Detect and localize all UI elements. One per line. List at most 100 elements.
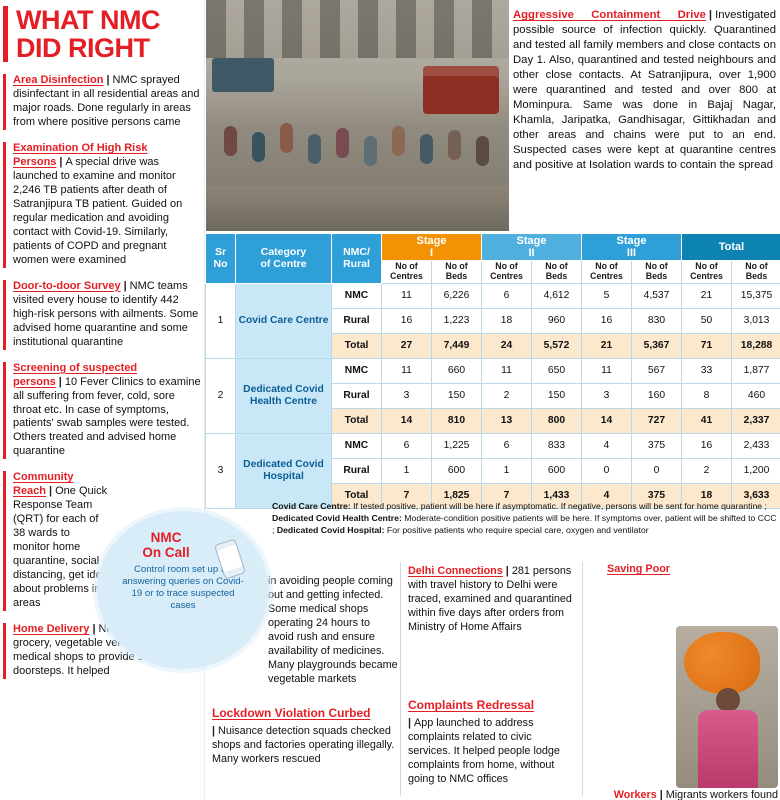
- table-row: Rural 16 1,223 18 960 16 830 50 3,013: [206, 307, 780, 334]
- home-delivery-continuation: in avoiding people coming out and gettin…: [268, 574, 398, 686]
- crowd-figures: [224, 126, 237, 156]
- section-heading: Door-to-door Survey: [13, 279, 121, 292]
- footnote-term: Dedicated Covid Hospital:: [276, 525, 385, 535]
- section-body: 281 persons with travel history to Delhi…: [408, 565, 572, 634]
- table-cell: 160: [631, 382, 682, 409]
- row-label: Total: [331, 332, 382, 359]
- category-cell: Dedicated Covid Hospital: [235, 432, 332, 509]
- table-cell: 4: [581, 432, 632, 459]
- table-cell: 800: [531, 407, 582, 434]
- table-cell: 11: [381, 282, 432, 309]
- stage-header: Stage III: [581, 232, 682, 262]
- table-cell: 1,200: [731, 457, 780, 484]
- table-cell: 21: [681, 282, 732, 309]
- table-row: Total 7 1,825 7 1,433 4 375 18 3,633: [206, 482, 780, 509]
- col-header-nmc-rural: NMC/ Rural: [331, 233, 382, 284]
- section-heading: Lockdown Violation Curbed: [212, 706, 371, 720]
- table-cell: 150: [531, 382, 582, 409]
- table-row: 3 Dedicated Covid Hospital NMC 6 1,225 6 833 4 3…: [205, 432, 780, 509]
- sub-header: No of Beds: [731, 260, 780, 284]
- table-cell: 33: [681, 357, 732, 384]
- table-cell: 1,825: [431, 482, 482, 509]
- row-label: Rural: [331, 307, 382, 334]
- table-cell: 16: [381, 307, 432, 334]
- bus-shape: [212, 58, 274, 92]
- table-cell: 15,375: [731, 282, 780, 309]
- pipe-separator: |: [59, 156, 63, 168]
- row-label: NMC: [331, 432, 382, 459]
- section-body: NMC sprayed disinfectant in all resident…: [13, 74, 200, 129]
- row-label: Rural: [331, 382, 382, 409]
- table-cell: 1,223: [431, 307, 482, 334]
- footnote-text: For positive patients who require specia…: [384, 525, 649, 535]
- table-cell: 1,433: [531, 482, 582, 509]
- table-cell: 18: [481, 307, 532, 334]
- table-cell: 833: [531, 432, 582, 459]
- on-call-title: NMC On Call: [142, 530, 190, 560]
- table-cell: 16: [681, 432, 732, 459]
- section-body: App launched to address complaints relat…: [408, 716, 560, 785]
- section-heading: Delhi Connections: [408, 565, 503, 577]
- road-shape: [206, 185, 509, 231]
- table-cell: 1: [381, 457, 432, 484]
- stage-header: Total: [681, 232, 780, 262]
- table-cell: 6: [481, 432, 532, 459]
- section-heading: Aggressive Containment Drive: [513, 9, 706, 21]
- table-cell: 5,367: [631, 332, 682, 359]
- table-cell: 375: [631, 482, 682, 509]
- sr-cell: 3: [205, 432, 236, 509]
- section-body: One Quick Response Team (QRT) for each o…: [13, 485, 108, 610]
- table-row: 2 Dedicated Covid Health Centre NMC 11 660 11…: [205, 357, 780, 434]
- pipe-separator: |: [659, 789, 663, 800]
- table-cell: 1: [481, 457, 532, 484]
- table-cell: 7,449: [431, 332, 482, 359]
- table-cell: 567: [631, 357, 682, 384]
- section-heading: Area Disinfection: [13, 74, 104, 87]
- stage-header: Stage II: [481, 232, 582, 262]
- table-cell: 4,537: [631, 282, 682, 309]
- section-body: in avoiding people coming out and gettin…: [268, 575, 398, 686]
- column-divider: [582, 562, 583, 796]
- table-row: Total 14 810 13 800 14 727 41 2,337: [206, 407, 780, 434]
- table-cell: 7: [381, 482, 432, 509]
- sub-header: No of Centres: [681, 260, 732, 284]
- section-body: A special drive was launched to examine …: [13, 156, 183, 266]
- table-cell: 41: [681, 407, 732, 434]
- table-cell: 3: [381, 382, 432, 409]
- table-row: Total 27 7,449 24 5,572 21 5,367 71 18,288: [206, 332, 780, 359]
- table-cell: 650: [531, 357, 582, 384]
- sub-header: No of Beds: [631, 260, 682, 284]
- buildings-silhouette: [206, 0, 509, 58]
- pipe-separator: |: [123, 279, 127, 292]
- section-delhi-connections: Delhi Connections | 281 persons with trave…: [408, 564, 576, 634]
- sub-header: No of Centres: [581, 260, 632, 284]
- pipe-separator: |: [49, 485, 53, 498]
- person-head-shape: [716, 688, 740, 712]
- containment-section: Aggressive Containment Drive | Investigate…: [513, 8, 776, 173]
- table-cell: 3,013: [731, 307, 780, 334]
- table-cell: 727: [631, 407, 682, 434]
- table-cell: 3,633: [731, 482, 780, 509]
- page-title: WHAT NMC DID RIGHT: [3, 6, 203, 62]
- table-cell: 810: [431, 407, 482, 434]
- table-cell: 375: [631, 432, 682, 459]
- table-cell: 18,288: [731, 332, 780, 359]
- row-label: Total: [331, 407, 382, 434]
- row-label: NMC: [331, 282, 382, 309]
- covid-centres-table: Sr No Category of Centre NMC/ Rural Stage I…: [205, 232, 780, 509]
- row-label: Rural: [331, 457, 382, 484]
- category-cell: Dedicated Covid Health Centre: [235, 357, 332, 434]
- pipe-separator: |: [408, 716, 412, 729]
- section-heading: Examination Of High Risk Persons: [13, 142, 148, 168]
- table-cell: 960: [531, 307, 582, 334]
- column-divider: [400, 562, 401, 796]
- pink-sari-shape: [698, 710, 758, 788]
- col-header-sr: Sr No: [205, 233, 236, 284]
- table-cell: 71: [681, 332, 732, 359]
- table-cell: 11: [381, 357, 432, 384]
- table-cell: 150: [431, 382, 482, 409]
- sub-header: No of Beds: [531, 260, 582, 284]
- footnote-text: If tested positive, patient will be here…: [350, 501, 767, 511]
- col-header-category: Category of Centre: [235, 233, 332, 284]
- nmc-on-call-bubble: NMC On Call Control room set up for answ…: [97, 511, 269, 669]
